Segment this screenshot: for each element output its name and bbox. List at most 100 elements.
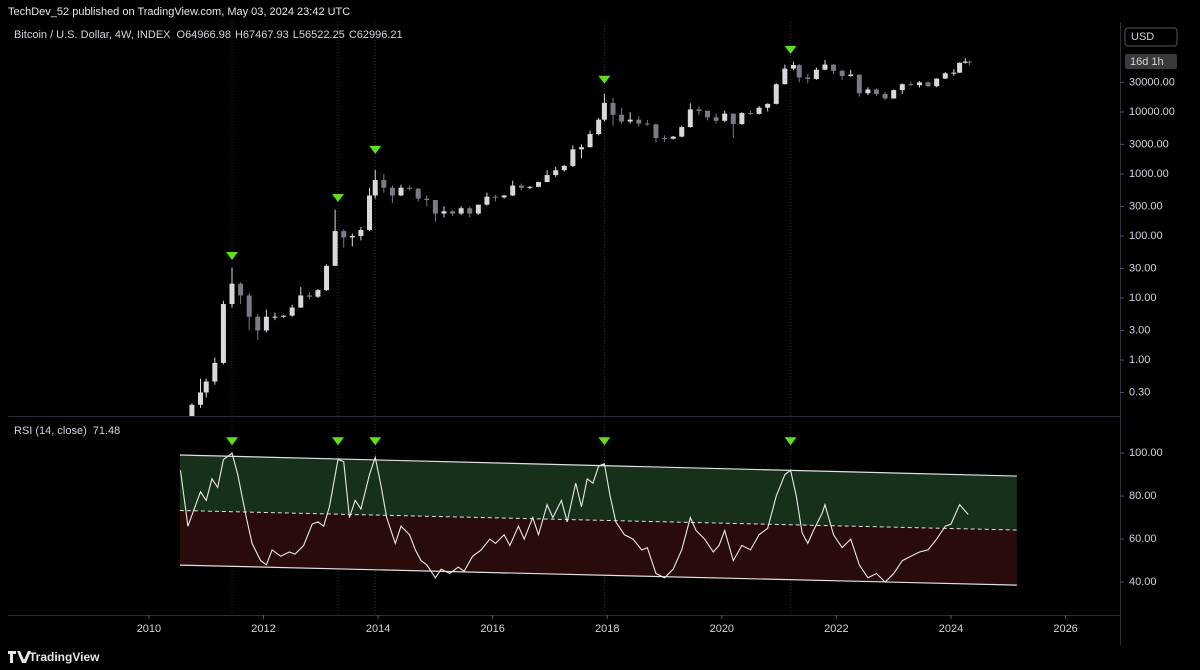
y-tick-label: 100.00 — [1129, 447, 1163, 459]
peak-marker — [784, 437, 797, 446]
candle-body — [484, 196, 490, 205]
y-tick-label: 300.00 — [1129, 200, 1163, 212]
candle-body — [349, 235, 355, 238]
candle-body — [238, 283, 244, 296]
candle-body — [962, 61, 968, 63]
candle-body — [934, 78, 940, 87]
candle-body — [501, 195, 507, 198]
candle-body — [263, 316, 269, 331]
candle-body — [730, 113, 736, 124]
candle-body — [415, 188, 421, 199]
candle-body — [510, 185, 516, 196]
ohlc-value: 67467.93 — [243, 29, 289, 41]
candle-body — [398, 187, 404, 196]
candle-body — [212, 362, 218, 382]
candle-body — [636, 119, 642, 124]
candle-body — [874, 89, 880, 94]
ohlc-value: 56522.25 — [299, 29, 345, 41]
x-tick-label: 2022 — [824, 623, 848, 635]
candle-body — [544, 175, 550, 183]
candles — [189, 58, 972, 416]
candle-body — [739, 113, 745, 124]
ohlc-key: L — [293, 29, 299, 41]
channel-upper-fill — [179, 454, 1017, 531]
candle-body — [467, 208, 473, 214]
rsi-last-value: 71.48 — [93, 425, 121, 437]
y-tick-label: 1000.00 — [1129, 168, 1169, 180]
symbol-title: Bitcoin / U.S. Dollar, 4W, INDEX — [14, 29, 171, 41]
rsi-name: RSI (14, close) — [14, 425, 87, 437]
candle-body — [332, 231, 338, 266]
candle-body — [782, 68, 788, 85]
candle-body — [790, 65, 796, 69]
currency-label[interactable]: USD — [1131, 31, 1154, 43]
publish-header: TechDev_52 published on TradingView.com,… — [8, 6, 350, 18]
candle-body — [756, 107, 762, 114]
peak-marker — [331, 194, 344, 203]
candle-body — [189, 404, 195, 416]
peak-marker — [331, 437, 344, 446]
candle-body — [957, 62, 963, 73]
candle-body — [372, 179, 378, 196]
candle-body — [662, 138, 668, 140]
candle-body — [899, 84, 905, 91]
candle-body — [966, 61, 972, 63]
candle-body — [822, 64, 828, 70]
candle-body — [856, 74, 862, 94]
candle-body — [687, 109, 693, 128]
price-legend: Bitcoin / U.S. Dollar, 4W, INDEX O64966.9… — [14, 29, 403, 41]
y-tick-label: 10000.00 — [1129, 106, 1175, 118]
candle-body — [458, 208, 464, 214]
y-tick-label: 0.30 — [1129, 386, 1150, 398]
x-tick-label: 2024 — [939, 623, 963, 635]
candle-body — [441, 211, 447, 214]
candle-body — [925, 82, 931, 87]
ohlc-value: 62996.21 — [357, 29, 403, 41]
countdown-label: 16d 1h — [1130, 56, 1164, 68]
candle-body — [272, 316, 278, 318]
candle-body — [610, 102, 616, 115]
candle-body — [197, 392, 203, 405]
rsi-legend: RSI (14, close) 71.48 — [14, 425, 120, 437]
candle-body — [527, 186, 533, 188]
candle-body — [536, 182, 542, 187]
countdown-box — [1125, 54, 1177, 69]
candle-body — [891, 90, 897, 99]
peak-marker — [369, 437, 382, 446]
candle-body — [381, 179, 387, 188]
peak-marker — [369, 145, 382, 154]
x-tick-label: 2016 — [480, 623, 504, 635]
peak-marker — [226, 437, 239, 446]
candle-body — [796, 65, 802, 78]
candle-body — [882, 93, 888, 99]
currency-button[interactable] — [1124, 27, 1178, 47]
candle-body — [713, 117, 719, 121]
ohlc-key: C — [349, 29, 357, 41]
channel-lower-fill — [179, 510, 1017, 586]
ohlc-key: H — [235, 29, 243, 41]
channel-lower-line — [179, 564, 1017, 586]
candle-body — [765, 103, 771, 108]
candle-body — [407, 187, 413, 189]
candle-body — [306, 295, 312, 297]
x-tick-label: 2026 — [1053, 623, 1077, 635]
candle-body — [813, 69, 819, 79]
candle-body — [570, 149, 576, 166]
candle-body — [561, 165, 567, 171]
candle-body — [644, 123, 650, 125]
peak-marker — [784, 45, 797, 54]
candle-body — [747, 113, 753, 115]
candle-body — [942, 73, 948, 79]
candle-body — [627, 119, 633, 122]
rsi-line — [179, 452, 969, 583]
candle-body — [908, 84, 914, 86]
candle-body — [246, 295, 252, 317]
candle-body — [424, 198, 430, 201]
candle-body — [601, 102, 607, 120]
y-tick-label: 3000.00 — [1129, 138, 1169, 150]
candle-body — [705, 110, 711, 118]
candle-body — [839, 70, 845, 76]
candle-body — [324, 265, 330, 291]
candle-body — [315, 290, 321, 297]
